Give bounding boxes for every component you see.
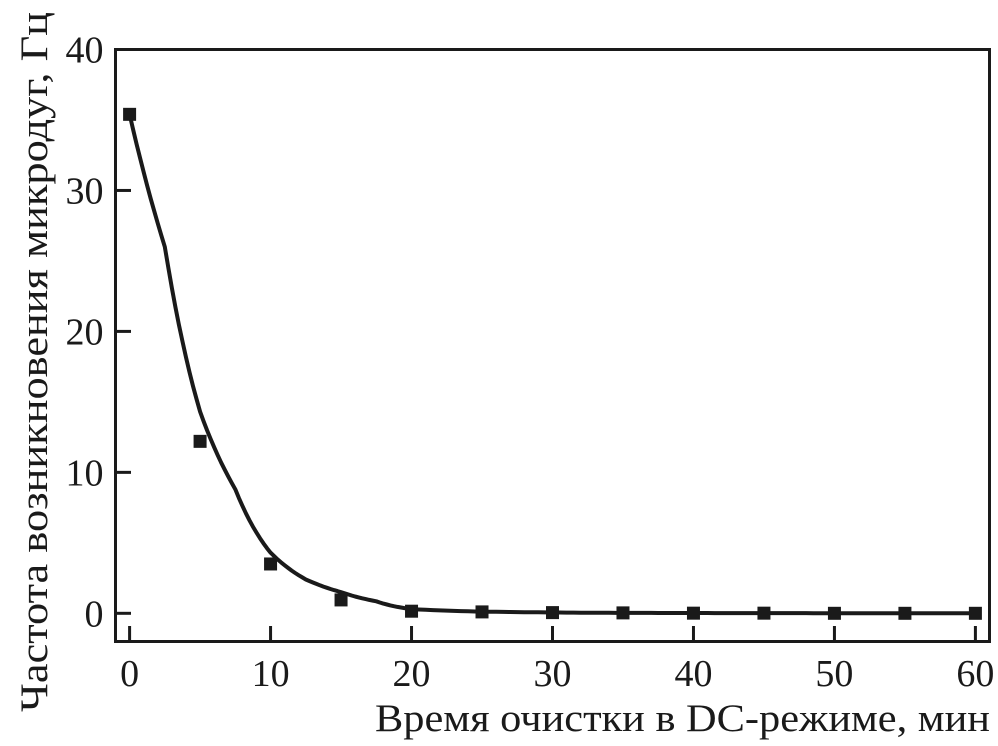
x-axis-label: Время очистки в DC-режиме, мин (375, 697, 990, 740)
y-tick-label: 10 (66, 452, 104, 494)
x-tick-label: 60 (956, 653, 994, 695)
data-point-marker (968, 606, 982, 620)
fit-curve-line (127, 112, 978, 616)
data-point-marker (334, 593, 348, 607)
data-point-marker (405, 604, 419, 618)
data-point-marker (193, 434, 207, 448)
x-tick-label: 40 (674, 653, 712, 695)
y-tick-label: 40 (66, 30, 104, 72)
data-point-marker (686, 606, 700, 620)
x-tick-label: 20 (393, 653, 431, 695)
data-point-marker (827, 606, 841, 620)
y-tick-label: 0 (85, 593, 104, 635)
chart-generated-content: 0 10 20 30 40 50 60 0 10 20 30 40 (66, 30, 995, 696)
x-tick-label: 0 (120, 653, 139, 695)
data-point-marker (757, 606, 771, 620)
data-point-marker (123, 107, 137, 121)
data-point-marker (546, 606, 559, 620)
data-point-marker (475, 605, 489, 619)
x-tick-label: 50 (815, 653, 853, 695)
y-tick-label: 20 (66, 311, 104, 353)
y-tick-label: 30 (66, 170, 104, 212)
x-tick-label: 30 (534, 653, 572, 695)
data-point-marker (264, 557, 278, 571)
y-axis-label: Частота возникновения микродуг, Гц (13, 12, 56, 712)
data-point-marker (898, 606, 912, 620)
data-point-marker (616, 606, 630, 620)
x-tick-label: 10 (252, 653, 290, 695)
plot-frame (114, 48, 991, 643)
